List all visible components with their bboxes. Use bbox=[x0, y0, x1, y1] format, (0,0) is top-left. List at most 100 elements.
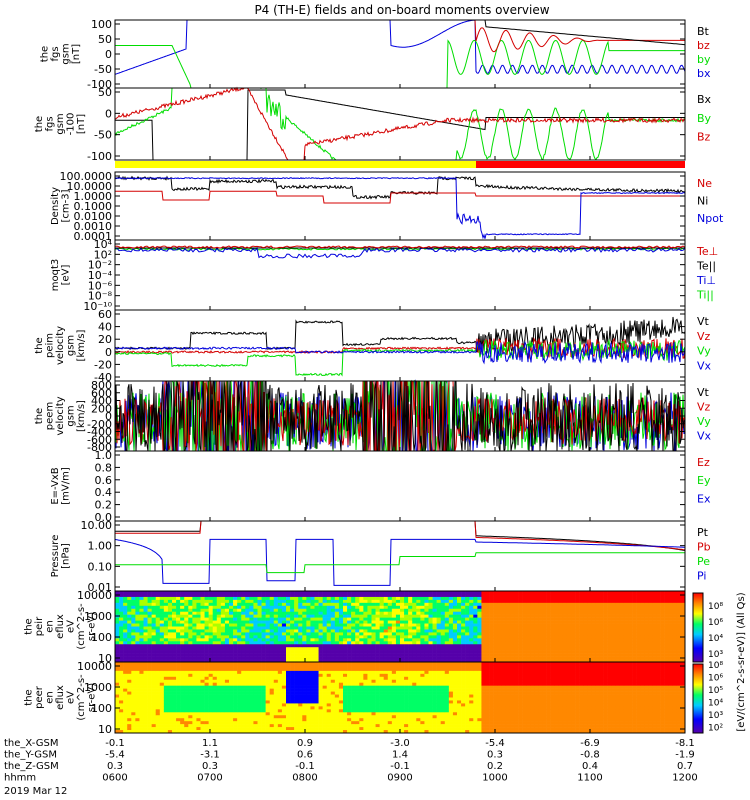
y-axis-label: thepeemvelocitygsm[km/s] bbox=[34, 396, 87, 435]
colorbar-tick: 10⁸ bbox=[708, 602, 723, 612]
panel-peer: 10000 1000 100 10thepeerenefluxeV(cm^2-s-sr… bbox=[24, 660, 686, 736]
y-tick-label: -800 bbox=[87, 441, 112, 454]
series-Vx bbox=[114, 340, 686, 365]
y-tick-label: 10000 bbox=[77, 660, 112, 673]
y-tick-label: 0.1000 bbox=[74, 200, 113, 213]
series-Ni bbox=[114, 175, 686, 200]
x-tick-label: 0700 bbox=[197, 773, 222, 784]
y-tick-label: -50 bbox=[94, 129, 112, 142]
legend-vz: Vz bbox=[697, 401, 711, 414]
series-Bz bbox=[114, 86, 686, 161]
y-axis-label: moqt3[eV] bbox=[50, 259, 72, 292]
y-tick-label: 100 bbox=[91, 18, 112, 31]
series-Te-perp bbox=[114, 245, 686, 249]
y-tick-label: -100 bbox=[87, 150, 112, 163]
legend-by: By bbox=[697, 112, 712, 125]
colorbar-tick: 10⁶ bbox=[708, 674, 723, 684]
x-tick-label: -0.1 bbox=[105, 738, 125, 749]
legend-bx: Bx bbox=[697, 93, 712, 106]
legend-ex: Ex bbox=[697, 492, 711, 505]
legend-ne: Ne bbox=[697, 177, 712, 190]
plot-area-temp bbox=[114, 245, 686, 259]
x-tick-label: 0.3 bbox=[107, 761, 123, 772]
series-Vz bbox=[114, 337, 686, 360]
x-tick-label: 1.1 bbox=[202, 738, 218, 749]
y-tick-label: 1.0 bbox=[95, 449, 113, 462]
x-tick-label: 1000 bbox=[482, 773, 507, 784]
y-tick-label: 0.6 bbox=[95, 474, 113, 487]
x-tick-label: -3.1 bbox=[200, 750, 220, 761]
x-axis-labels: the_X-GSM -0.1 1.1 0.9 -3.0 -5.4 -6.9 -8.1 the_Y… bbox=[4, 738, 698, 797]
x-tick-label: -6.9 bbox=[580, 738, 600, 749]
y-tick-label: -20 bbox=[94, 358, 112, 371]
colorbar-bottom bbox=[692, 663, 704, 734]
y-tick-label: 0.4 bbox=[95, 486, 113, 499]
x-tick-label: -1.9 bbox=[675, 750, 695, 761]
x-tick-label: -8.1 bbox=[675, 738, 695, 749]
series-Vy bbox=[114, 338, 686, 377]
colorbar-tick: 10⁴ bbox=[708, 699, 723, 709]
y-tick-label: 100 bbox=[91, 631, 112, 644]
y-tick-label: 0.0010 bbox=[74, 220, 113, 233]
x-tick-label: -3.0 bbox=[390, 738, 410, 749]
y-tick-label: 50 bbox=[98, 86, 112, 99]
x-tick-label: -5.4 bbox=[105, 750, 125, 761]
date-label: 2019 Mar 12 bbox=[4, 786, 67, 797]
colorbar-tick: 10⁶ bbox=[708, 618, 723, 628]
panel-peem: 8006004002000-200-400-600-800thepeemvelo… bbox=[34, 379, 712, 454]
legend-ey: Ey bbox=[697, 474, 711, 487]
y-tick-label: 10² bbox=[94, 248, 112, 261]
x-tick-label: 0.3 bbox=[202, 761, 218, 772]
y-tick-label: 10⁻⁸ bbox=[88, 290, 113, 303]
colorbar-tick: 10³ bbox=[708, 711, 723, 721]
y-tick-label: -40 bbox=[94, 371, 112, 384]
y-tick-label: -400 bbox=[87, 426, 112, 439]
y-axis-label: thepeimvelocitygsm[km/s] bbox=[34, 326, 87, 365]
y-tick-label: 10⁴ bbox=[94, 238, 113, 251]
legend-ti: Ti|| bbox=[696, 289, 714, 302]
x-tick-label: 0.2 bbox=[487, 761, 503, 772]
y-tick-label: 60 bbox=[98, 308, 112, 321]
x-tick-label: -0.1 bbox=[295, 761, 315, 772]
y-tick-label: 10.0000 bbox=[67, 180, 113, 193]
y-axis-label: Pressure[nPa] bbox=[50, 535, 72, 578]
legend-pe: Pe bbox=[697, 555, 710, 568]
y-tick-label: 0.10 bbox=[88, 560, 113, 573]
y-tick-label: 50 bbox=[98, 33, 112, 46]
y-tick-label: 1.0000 bbox=[74, 190, 113, 203]
colorbar-top bbox=[692, 592, 704, 663]
panel-fgs2: 50 0 -50 -100 thefgsgsm-100[nT] Bx By Bz bbox=[34, 86, 712, 163]
y-tick-label: -200 bbox=[87, 418, 112, 431]
y-tick-label: 400 bbox=[91, 395, 112, 408]
legend-pb: Pb bbox=[697, 541, 711, 554]
colorbar-tick: 10⁵ bbox=[708, 686, 723, 696]
y-tick-label: 800 bbox=[91, 379, 112, 392]
series-Npot bbox=[114, 177, 686, 240]
legend-npot: Npot bbox=[697, 212, 724, 225]
y-axis-label: thepeerenefluxeV(cm^2-s-sr-eV) bbox=[24, 674, 98, 721]
legend-ez: Ez bbox=[697, 456, 710, 469]
colorbar-tick: 10² bbox=[708, 724, 723, 734]
x-row-label: the_Z-GSM bbox=[4, 761, 59, 772]
colorbar-tick: 10⁸ bbox=[708, 661, 723, 671]
x-tick-label: 0.9 bbox=[297, 738, 313, 749]
figure-title: P4 (TH-E) fields and on-board moments ov… bbox=[254, 3, 549, 17]
x-tick-label: 0.4 bbox=[582, 761, 598, 772]
legend-by: by bbox=[697, 53, 711, 66]
y-tick-label: 40 bbox=[98, 321, 112, 334]
x-tick-label: -5.4 bbox=[485, 738, 505, 749]
legend-te: Te⊥ bbox=[696, 245, 718, 258]
y-tick-label: 200 bbox=[91, 402, 112, 415]
x-tick-label: 1.4 bbox=[392, 750, 408, 761]
y-tick-label: 1000 bbox=[84, 610, 112, 623]
y-tick-label: 1000 bbox=[84, 681, 112, 694]
legend-bz: Bz bbox=[697, 131, 711, 144]
y-tick-label: 10⁻⁴ bbox=[88, 269, 113, 282]
legend-vy: Vy bbox=[697, 345, 711, 358]
x-tick-label: 1100 bbox=[577, 773, 602, 784]
y-tick-label: 100.0000 bbox=[60, 170, 113, 183]
